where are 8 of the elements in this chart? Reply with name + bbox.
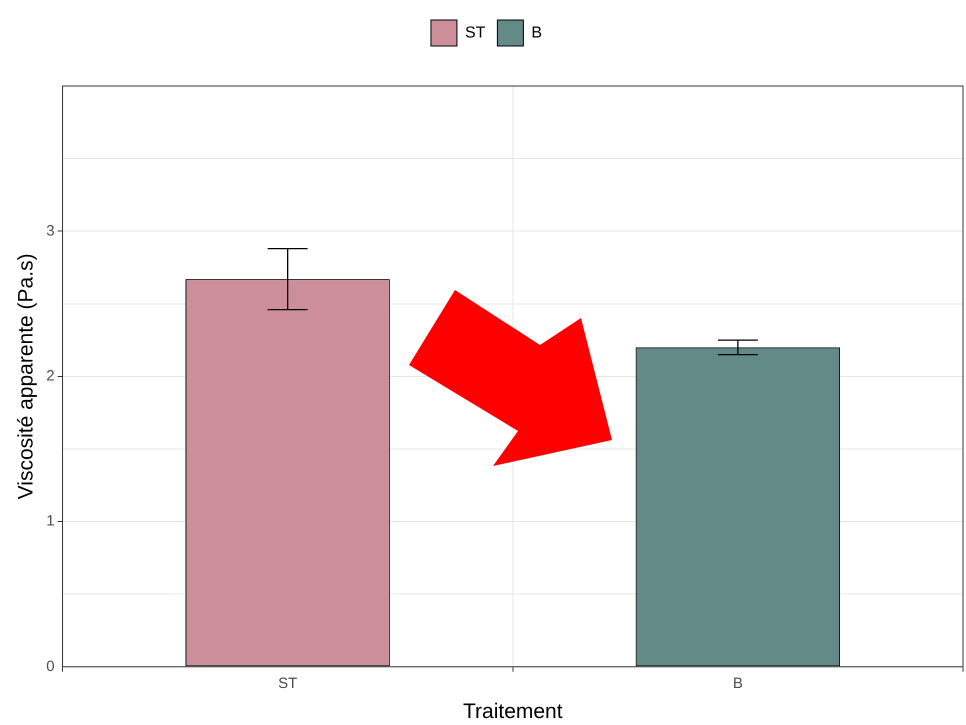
y-axis-title: Viscosité apparente (Pa.s) (14, 253, 38, 500)
y-tick-label: 2 (46, 368, 55, 385)
legend-label: ST (464, 24, 486, 42)
x-axis-title: Traitement (462, 700, 563, 724)
y-tick-label: 3 (46, 222, 55, 240)
legend-label: B (531, 24, 542, 42)
y-tick-label: 0 (46, 658, 55, 675)
y-tick-label: 1 (46, 512, 55, 530)
